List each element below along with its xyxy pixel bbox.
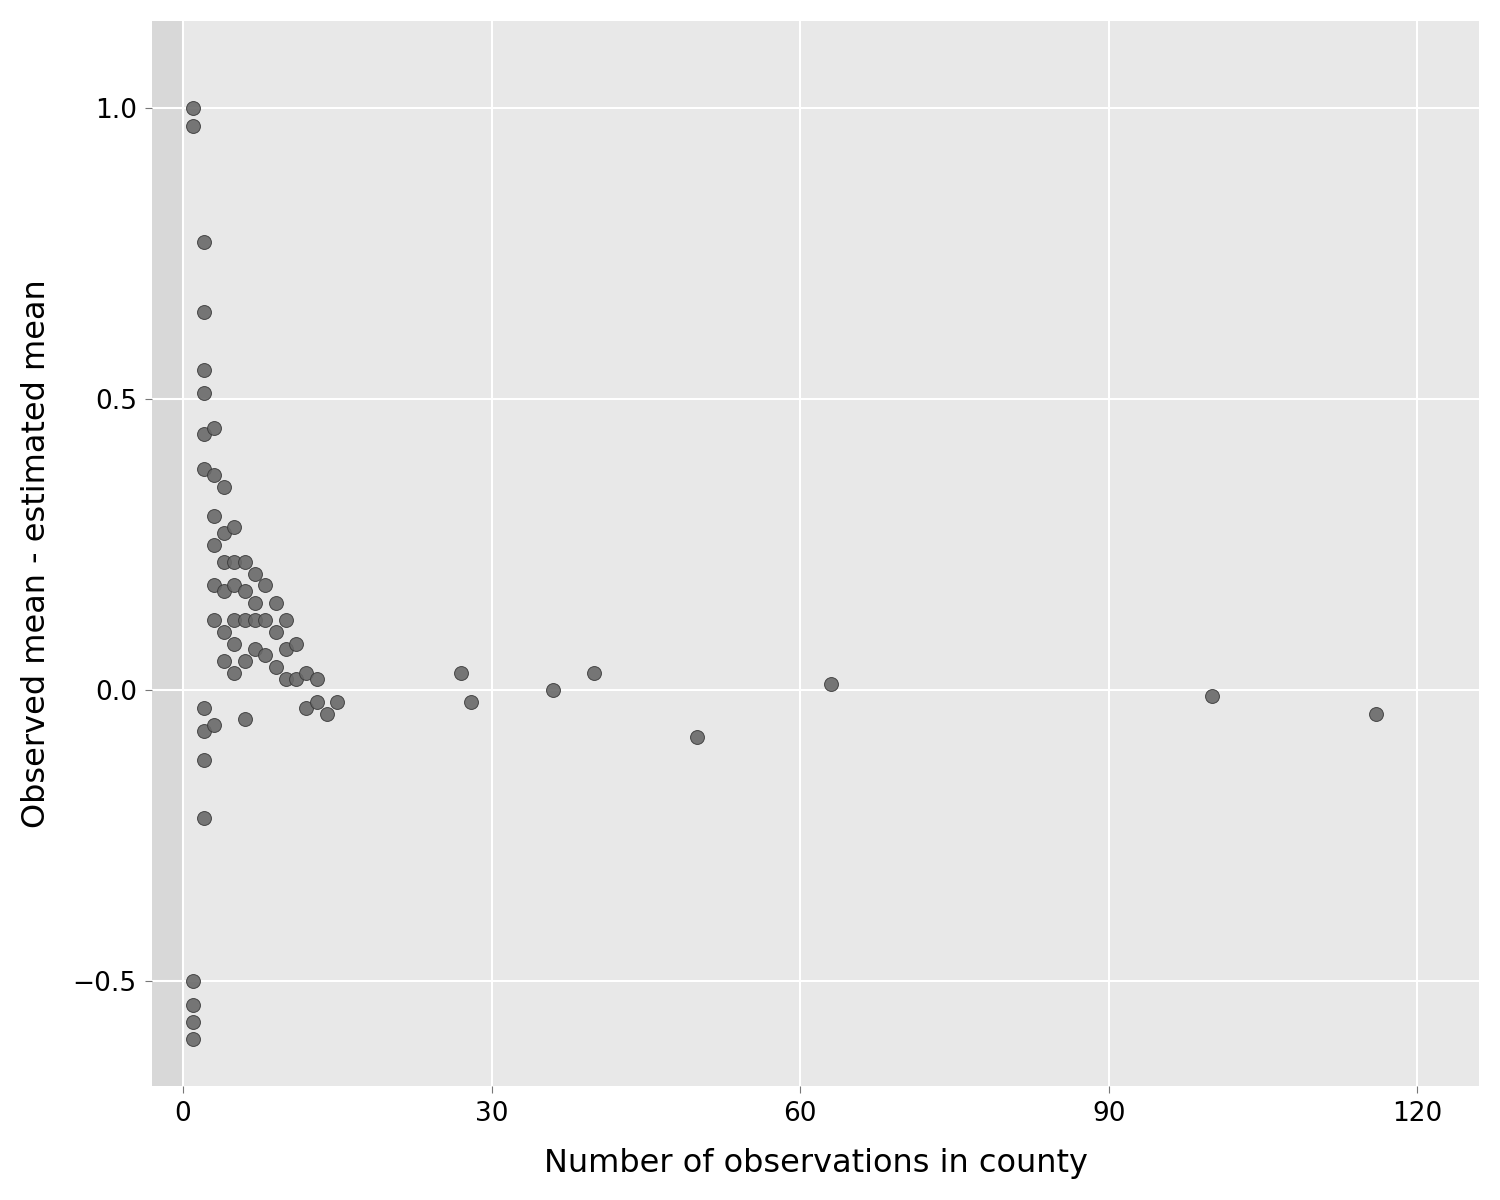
Point [202,419,226,438]
Point [294,664,318,683]
Point [254,646,278,665]
Point [211,476,236,496]
Point [192,302,216,322]
Point [315,704,339,724]
Point [192,750,216,769]
Point [459,692,483,712]
Point [819,674,843,694]
Point [232,552,256,571]
Point [211,623,236,642]
Point [243,611,267,630]
Point [192,698,216,718]
Point [192,425,216,444]
Point [1200,686,1224,706]
Point [232,709,256,728]
Point [542,680,566,700]
Point [222,576,246,595]
Point [192,721,216,740]
Point [182,972,206,991]
Point [222,552,246,571]
Point [232,652,256,671]
Point [243,593,267,612]
Point [222,634,246,653]
Point [192,460,216,479]
Point [1365,704,1389,724]
Point [182,995,206,1014]
Point [202,611,226,630]
Y-axis label: Observed mean - estimated mean: Observed mean - estimated mean [21,280,53,828]
Point [304,668,328,688]
Point [294,698,318,718]
Point [192,809,216,828]
Point [274,611,298,630]
Point [202,576,226,595]
Point [264,593,288,612]
Point [254,611,278,630]
Point [582,664,606,683]
Point [182,1013,206,1032]
Point [686,727,709,746]
Point [304,692,328,712]
Point [284,668,308,688]
Point [222,664,246,683]
Point [202,466,226,485]
Point [202,506,226,526]
Point [254,576,278,595]
Point [326,692,350,712]
Point [202,535,226,554]
Point [264,623,288,642]
Point [448,664,472,683]
Point [182,116,206,136]
Point [232,611,256,630]
Point [211,652,236,671]
Point [182,1030,206,1049]
Point [211,552,236,571]
Point [243,640,267,659]
Point [192,360,216,379]
Point [232,582,256,601]
Bar [152,20,183,1086]
X-axis label: Number of observations in county: Number of observations in county [543,1148,1088,1180]
Point [202,715,226,734]
Point [222,517,246,536]
Point [284,634,308,653]
Point [211,582,236,601]
Point [274,668,298,688]
Point [264,658,288,677]
Point [182,98,206,118]
Point [192,233,216,252]
Point [192,384,216,403]
Point [274,640,298,659]
Point [211,523,236,542]
Point [222,611,246,630]
Point [243,564,267,583]
